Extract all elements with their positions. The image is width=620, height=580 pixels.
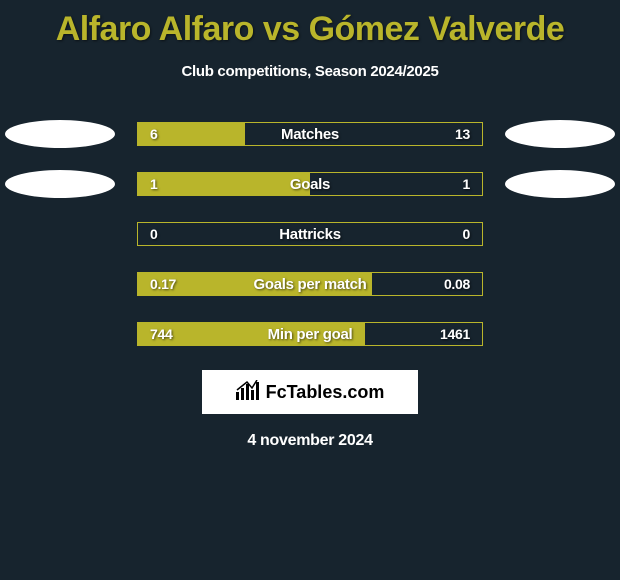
stat-bar: 1Goals1 <box>137 172 483 196</box>
player-right-avatar <box>505 170 615 198</box>
stat-bar: 0Hattricks0 <box>137 222 483 246</box>
brand-text: FcTables.com <box>266 382 385 403</box>
chart-bars-icon <box>236 380 260 405</box>
stats-container: 6Matches13 1Goals1 0Hattricks0 0.17Goals pe… <box>0 120 620 348</box>
avatar-spacer <box>505 320 615 348</box>
page-title: Alfaro Alfaro vs Gómez Valverde <box>0 0 620 49</box>
stat-label: Matches <box>138 123 482 145</box>
stat-right-value: 13 <box>455 123 470 145</box>
avatar-spacer <box>505 270 615 298</box>
stat-row: 744Min per goal1461 <box>0 320 620 348</box>
avatar-spacer <box>5 220 115 248</box>
stat-row: 0Hattricks0 <box>0 220 620 248</box>
stat-label: Hattricks <box>138 223 482 245</box>
avatar-spacer <box>5 320 115 348</box>
player-left-avatar <box>5 120 115 148</box>
stat-right-value: 1 <box>463 173 471 195</box>
stat-label: Goals per match <box>138 273 482 295</box>
stat-right-value: 1461 <box>440 323 470 345</box>
stat-row: 6Matches13 <box>0 120 620 148</box>
stat-bar: 744Min per goal1461 <box>137 322 483 346</box>
player-right-avatar <box>505 120 615 148</box>
brand-logo-box: FcTables.com <box>202 370 418 414</box>
stat-row: 1Goals1 <box>0 170 620 198</box>
stat-bar: 6Matches13 <box>137 122 483 146</box>
stat-bar: 0.17Goals per match0.08 <box>137 272 483 296</box>
stat-label: Min per goal <box>138 323 482 345</box>
subtitle: Club competitions, Season 2024/2025 <box>0 63 620 80</box>
stat-right-value: 0 <box>463 223 471 245</box>
avatar-spacer <box>5 270 115 298</box>
player-left-avatar <box>5 170 115 198</box>
date-text: 4 november 2024 <box>0 432 620 450</box>
stat-label: Goals <box>138 173 482 195</box>
avatar-spacer <box>505 220 615 248</box>
stat-row: 0.17Goals per match0.08 <box>0 270 620 298</box>
stat-right-value: 0.08 <box>444 273 470 295</box>
